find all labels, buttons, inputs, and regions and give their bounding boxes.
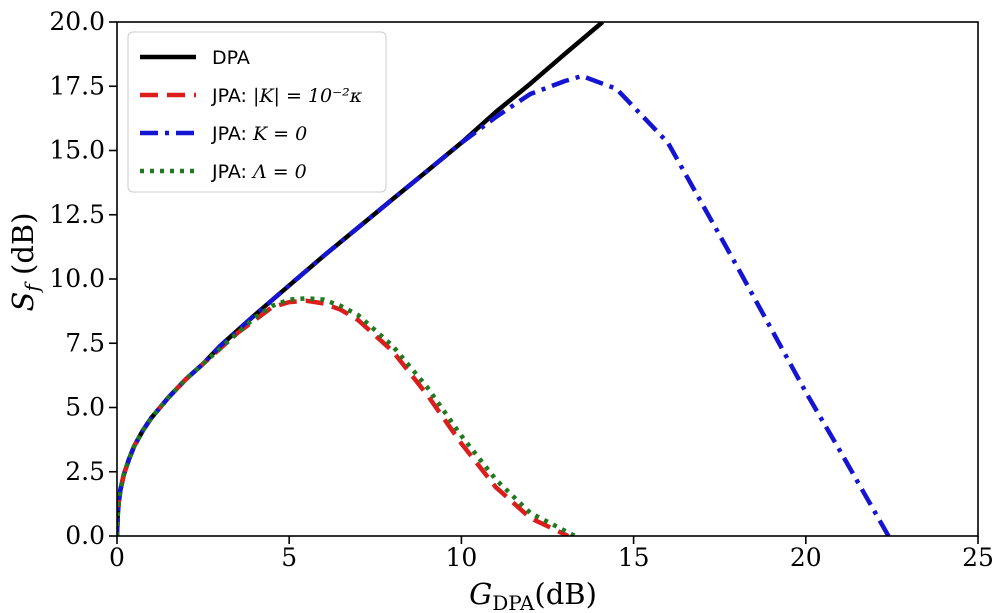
x-tick-label: 25	[962, 543, 994, 572]
x-axis-label-main: G	[469, 577, 492, 611]
x-tick-label: 5	[281, 543, 297, 572]
series-line-1	[117, 298, 570, 536]
series-layer	[117, 22, 891, 536]
y-axis-label: Sf (dB)	[6, 212, 44, 311]
y-tick-label: 15.0	[49, 136, 105, 165]
x-axis-label-sub: DPA	[492, 591, 535, 613]
legend-label-0: DPA	[212, 47, 250, 69]
y-tick-label: 2.5	[65, 457, 105, 486]
y-tick-label: 5.0	[65, 393, 105, 422]
legend-box	[127, 31, 387, 193]
y-tick-label: 10.0	[49, 264, 105, 293]
y-axis-label-main: S	[6, 292, 40, 312]
series-line-3	[117, 296, 577, 536]
legend: DPA JPA: |K| = 10⁻²κ JPA: K = 0 JPA: Λ = 0	[127, 31, 387, 193]
series-line-2	[117, 73, 891, 536]
y-tick-label: 17.5	[49, 71, 105, 100]
x-axis-ticks: 0 5 10 15 20 25	[109, 536, 994, 572]
x-tick-label: 10	[445, 543, 477, 572]
x-tick-label: 15	[618, 543, 650, 572]
legend-label-1: JPA: |K| = 10⁻²κ	[211, 85, 363, 107]
y-tick-label: 0.0	[65, 521, 105, 550]
legend-label-2: JPA: K = 0	[211, 123, 307, 145]
x-tick-label: 0	[109, 543, 125, 572]
y-tick-label: 12.5	[49, 200, 105, 229]
y-tick-label: 20.0	[49, 7, 105, 36]
x-axis-label: GDPA(dB)	[469, 577, 597, 613]
y-axis-label-unit: (dB)	[6, 212, 40, 284]
x-axis-label-unit: (dB)	[534, 577, 597, 611]
x-tick-label: 20	[790, 543, 822, 572]
y-axis-ticks: 0.0 2.5 5.0 7.5 10.0 12.5 15.0 17.5 20.0	[49, 7, 117, 550]
y-tick-label: 7.5	[65, 328, 105, 357]
legend-label-3: JPA: Λ = 0	[211, 161, 307, 183]
